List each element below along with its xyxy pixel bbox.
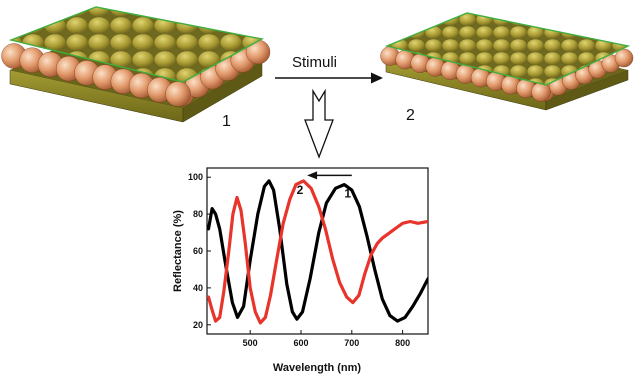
- sphere: [614, 48, 634, 68]
- sphere: [531, 82, 551, 102]
- photonic-film-2: 2: [380, 12, 634, 124]
- x-tick-label: 500: [243, 338, 258, 348]
- y-tick-label: 20: [193, 320, 203, 330]
- sphere: [165, 81, 191, 107]
- series-layer: [207, 179, 428, 325]
- curve-label-2: 2: [297, 183, 304, 197]
- top-coating-2: [384, 12, 631, 86]
- stimuli-transition: Stimuli: [275, 54, 383, 84]
- series-1-line: [207, 179, 428, 323]
- down-arrow: [304, 88, 334, 159]
- film-2-label: 2: [406, 107, 415, 124]
- stimuli-arrow-head: [371, 72, 383, 84]
- y-tick-label: 100: [188, 172, 203, 182]
- y-tick-label: 60: [193, 246, 203, 256]
- axis-ticks: 500 600 700 800 20 40 60 80 100: [188, 172, 410, 348]
- x-axis-title: Wavelength (nm): [273, 362, 362, 374]
- x-tick-label: 700: [344, 338, 359, 348]
- x-tick-label: 600: [293, 338, 308, 348]
- top-coating-1: [8, 6, 265, 83]
- x-tick-label: 800: [395, 338, 410, 348]
- curve-label-1: 1: [344, 187, 351, 201]
- y-tick-label: 80: [193, 209, 203, 219]
- sphere-layer-1: [1, 39, 271, 107]
- series-2-line: [207, 179, 428, 325]
- sphere-layer-2: [380, 46, 634, 102]
- y-axis-title: Reflectance (%): [172, 210, 184, 292]
- y-tick-label: 40: [193, 283, 203, 293]
- shift-arrow-head: [307, 171, 318, 180]
- stimuli-label: Stimuli: [292, 54, 337, 71]
- plot-frame: [206, 167, 429, 335]
- photonic-film-1: 1: [1, 6, 271, 130]
- film-1-label: 1: [222, 113, 231, 130]
